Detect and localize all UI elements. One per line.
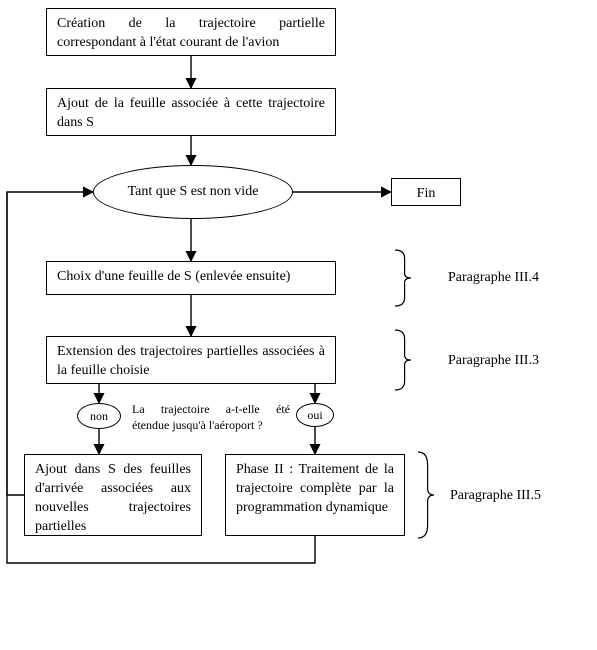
node-non-label: non: [90, 409, 108, 424]
node-fin: Fin: [391, 178, 461, 206]
node-add-leaf: Ajout de la feuille associée à cette tra…: [46, 88, 336, 136]
node-oui: oui: [296, 403, 334, 427]
node-add-arrival-leaves: Ajout dans S des feuilles d'arrivée asso…: [24, 454, 202, 536]
node-create-trajectory: Création de la trajectoire partielle cor…: [46, 8, 336, 56]
node-extend-trajectories: Extension des trajectoires partielles as…: [46, 336, 336, 384]
annotation-paragraph-1: Paragraphe III.4: [448, 270, 539, 286]
node-loop-label: Tant que S est non vide: [128, 184, 259, 200]
node-choose-leaf: Choix d'une feuille de S (enlevée ensuit…: [46, 261, 336, 295]
annotation-paragraph-3: Paragraphe III.5: [450, 488, 541, 504]
node-oui-label: oui: [307, 408, 322, 423]
annotation-paragraph-2: Paragraphe III.3: [448, 353, 539, 369]
node-loop-condition: Tant que S est non vide: [93, 165, 293, 219]
node-non: non: [77, 403, 121, 429]
node-phase-2: Phase II : Traitement de la trajectoire …: [225, 454, 405, 536]
decision-question: La trajectoire a-t-elle été étendue jusq…: [132, 402, 290, 433]
